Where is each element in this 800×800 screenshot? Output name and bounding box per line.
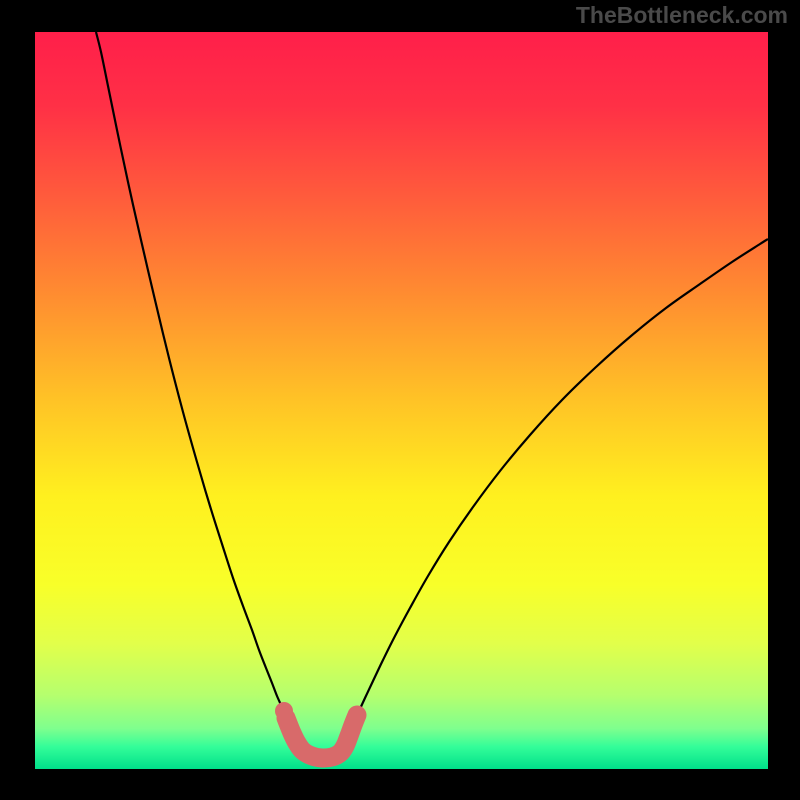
highlight-dot (275, 702, 293, 720)
watermark-text: TheBottleneck.com (576, 2, 788, 29)
chart-svg (0, 0, 800, 800)
plot-background (35, 32, 768, 769)
chart-frame: TheBottleneck.com (0, 0, 800, 800)
